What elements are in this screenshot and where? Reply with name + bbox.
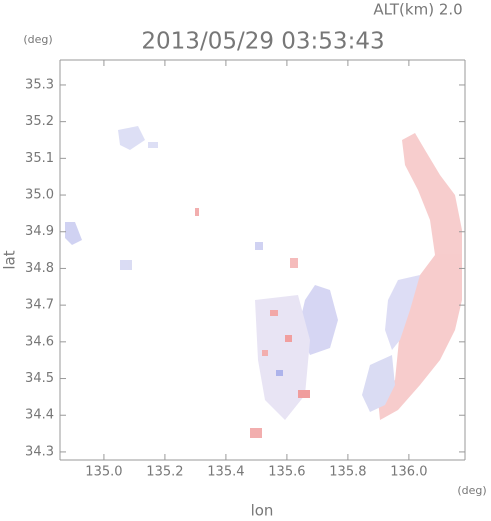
x-tick-label: 136.0 [390,465,427,480]
echo-cell [290,258,298,268]
y-tick-label: 35.3 [25,77,54,92]
y-tick-label: 35.0 [25,188,54,203]
y-tick-label: 34.3 [25,444,54,459]
echo-cell [298,390,310,398]
echo-mixed [255,295,310,420]
plot-frame [59,59,466,461]
echo-negative [118,126,145,150]
echo-field [65,126,462,438]
echo-cell [276,370,283,376]
echo-cell [195,208,199,216]
x-tick-label: 135.6 [268,465,305,480]
y-axis-label: lat [1,250,19,269]
echo-negative [65,222,82,245]
x-tick-label: 135.4 [207,465,244,480]
echo-cell [262,350,268,356]
echo-negative [385,275,420,350]
y-tick-label: 34.8 [25,261,54,276]
echo-cell [285,335,292,342]
y-tick-label: 34.9 [25,224,54,239]
echo-cell [148,142,158,148]
y-tick-label: 35.1 [25,151,54,166]
altitude-label: ALT(km) 2.0 [373,1,462,19]
x-tick-label: 135.2 [146,465,183,480]
echo-cell [270,310,278,316]
x-tick-label: 135.8 [329,465,366,480]
x-axis-label: lon [251,502,274,520]
echo-negative [362,355,395,412]
y-tick-label: 34.6 [25,334,54,349]
y-tick-label: 34.5 [25,371,54,386]
y-tick-label: 34.7 [25,298,54,313]
y-tick-label: 35.2 [25,114,54,129]
echo-positive [378,133,462,420]
y-unit: (deg) [23,33,52,46]
echo-cell [120,260,132,270]
x-tick-label: 135.0 [85,465,122,480]
y-tick-label: 34.4 [25,408,54,423]
chart-title: 2013/05/29 03:53:43 [141,29,384,55]
x-unit: (deg) [457,484,486,497]
echo-cell [250,428,262,438]
echo-cell [255,242,263,250]
